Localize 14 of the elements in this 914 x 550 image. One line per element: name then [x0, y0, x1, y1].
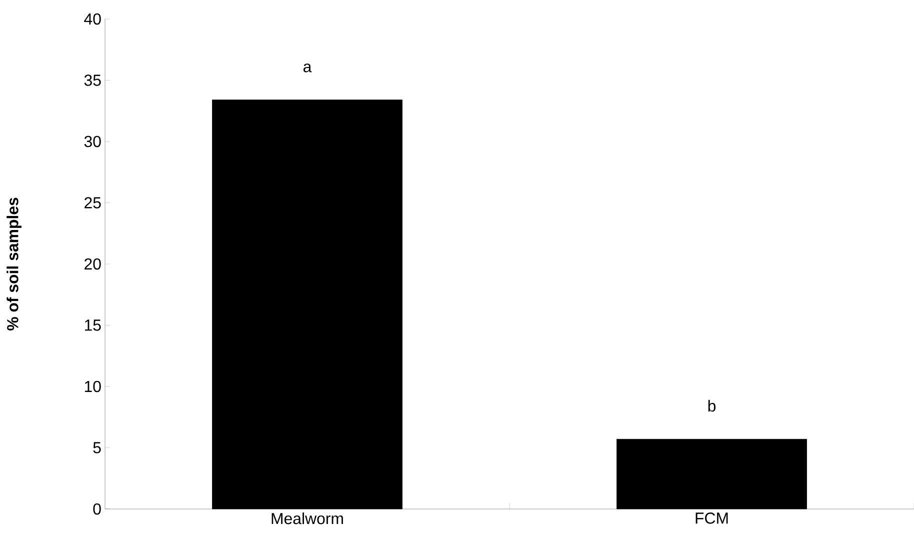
y-tick-label: 5: [93, 442, 101, 454]
x-tick-label: Mealworm: [272, 512, 343, 524]
annotation: a: [304, 64, 312, 72]
y-tick-label: 40: [84, 13, 101, 25]
y-axis-title: % of soil samples: [6, 198, 22, 330]
y-tick-label: 20: [84, 258, 101, 270]
y-tick-label: 35: [84, 74, 101, 86]
y-tick-label: 25: [84, 197, 101, 208]
x-tick-label: FCM: [696, 512, 728, 524]
y-tick-label: 15: [84, 320, 101, 331]
y-tick-label: 30: [84, 136, 101, 148]
y-tick-label: 0: [93, 503, 101, 515]
annotation: b: [708, 400, 716, 412]
y-tick-label: 10: [84, 380, 101, 392]
